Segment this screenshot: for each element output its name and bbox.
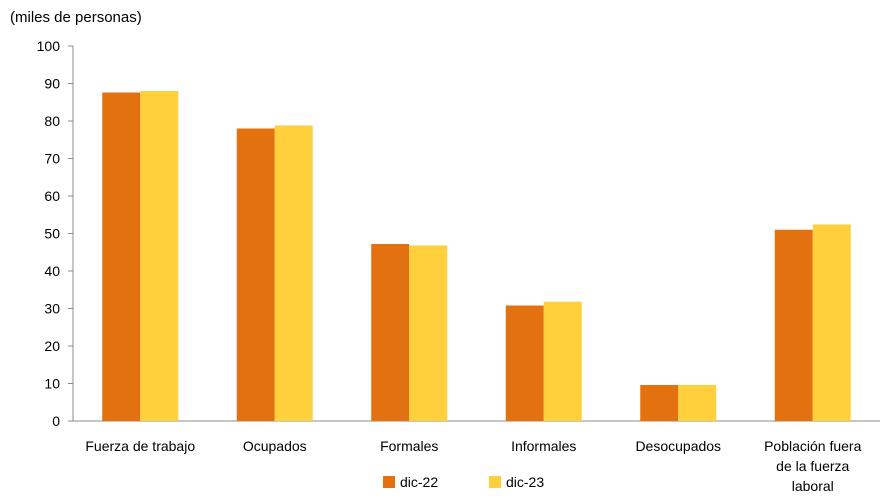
y-tick-label: 10 bbox=[44, 376, 60, 392]
y-tick-label: 60 bbox=[44, 188, 60, 204]
axes bbox=[72, 46, 880, 422]
bar-dic-23-5 bbox=[812, 224, 851, 421]
y-tick-label: 50 bbox=[44, 226, 60, 242]
bar-dic-22-3 bbox=[505, 305, 544, 421]
x-tick-label: Formales bbox=[380, 438, 438, 454]
bar-dic-22-1 bbox=[236, 128, 275, 421]
y-tick-label: 70 bbox=[44, 151, 60, 167]
bars bbox=[102, 91, 851, 421]
legend-label-dic-23: dic-23 bbox=[506, 474, 544, 490]
y-axis-label: (miles de personas) bbox=[10, 9, 142, 26]
x-tick-label: Población fuera bbox=[764, 438, 862, 454]
y-tick-label: 20 bbox=[44, 338, 60, 354]
legend-swatch-dic-22 bbox=[383, 476, 395, 488]
bar-dic-23-1 bbox=[274, 125, 313, 421]
bar-dic-23-0 bbox=[140, 91, 179, 421]
y-tick-label: 0 bbox=[52, 413, 60, 429]
bar-dic-23-2 bbox=[409, 245, 448, 421]
legend-label-dic-22: dic-22 bbox=[400, 474, 438, 490]
x-tick-label: laboral bbox=[792, 478, 834, 494]
x-tick-label: Ocupados bbox=[243, 438, 307, 454]
y-tick-label: 90 bbox=[44, 76, 60, 92]
x-tick-label: Fuerza de trabajo bbox=[85, 438, 195, 454]
x-tick-label: Desocupados bbox=[635, 438, 721, 454]
y-tick-label: 40 bbox=[44, 263, 60, 279]
y-axis-ticks: 0 10 20 30 40 50 60 70 80 90 100 bbox=[37, 38, 73, 429]
x-tick-label: Informales bbox=[511, 438, 576, 454]
bar-dic-22-4 bbox=[640, 385, 679, 421]
y-tick-label: 100 bbox=[37, 38, 61, 54]
legend: dic-22 dic-23 bbox=[383, 474, 544, 490]
bar-dic-23-3 bbox=[543, 301, 582, 421]
x-axis-ticks: Fuerza de trabajo Ocupados Formales Informa… bbox=[85, 438, 861, 494]
y-tick-label: 80 bbox=[44, 113, 60, 129]
legend-swatch-dic-23 bbox=[489, 476, 501, 488]
bar-dic-23-4 bbox=[678, 385, 717, 421]
x-tick-label: de la fuerza bbox=[776, 458, 849, 474]
bar-dic-22-5 bbox=[774, 229, 813, 421]
bar-dic-22-2 bbox=[371, 244, 410, 421]
bar-dic-22-0 bbox=[102, 92, 141, 421]
y-tick-label: 30 bbox=[44, 301, 60, 317]
